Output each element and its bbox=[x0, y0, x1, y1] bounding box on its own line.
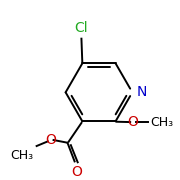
Text: O: O bbox=[127, 115, 138, 129]
Text: O: O bbox=[71, 165, 82, 179]
Text: CH₃: CH₃ bbox=[10, 148, 33, 162]
Text: O: O bbox=[45, 133, 56, 147]
Text: N: N bbox=[137, 85, 147, 99]
Text: CH₃: CH₃ bbox=[151, 116, 174, 129]
Text: Cl: Cl bbox=[75, 21, 88, 35]
